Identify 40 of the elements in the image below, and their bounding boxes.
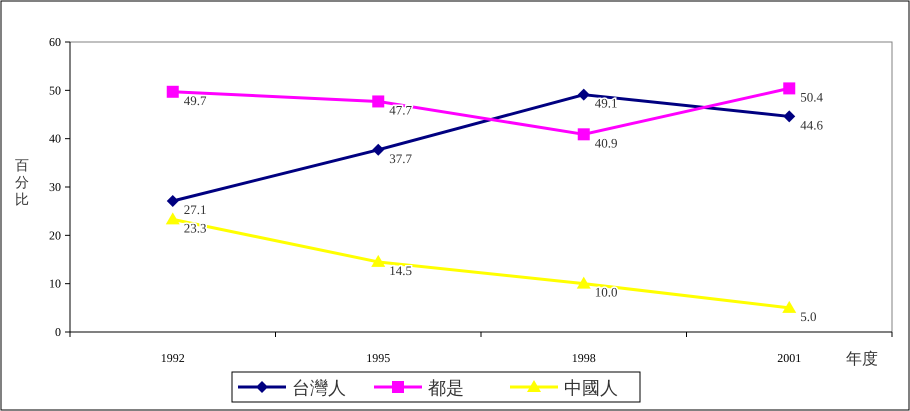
legend-label: 台灣人 — [292, 378, 346, 399]
point — [166, 212, 180, 224]
legend-label: 都是 — [428, 378, 464, 399]
point — [782, 300, 796, 313]
data-label: 49.7 — [184, 92, 207, 108]
point — [371, 254, 386, 267]
x-tick-label: 1995 — [366, 351, 390, 365]
y-tick-label: 10 — [49, 276, 61, 291]
y-tick-label: 50 — [49, 83, 61, 98]
data-label: 44.6 — [800, 117, 824, 132]
point — [576, 276, 591, 289]
x-axis-title: 年度 — [846, 349, 878, 368]
y-tick-label: 0 — [55, 325, 61, 339]
x-tick-label: 2001 — [777, 351, 802, 365]
data-label: 50.4 — [800, 89, 824, 104]
x-tick-label: 1998 — [572, 351, 596, 365]
data-label: 37.7 — [389, 150, 412, 166]
y-tick-label: 20 — [49, 228, 61, 242]
data-label: 49.1 — [594, 96, 618, 111]
point — [166, 86, 179, 98]
point — [783, 82, 796, 94]
legend-label: 中國人 — [564, 378, 618, 399]
y-axis-title: 百分比 — [15, 158, 29, 208]
data-label: 5.0 — [800, 308, 816, 324]
point — [372, 95, 384, 108]
data-label: 47.7 — [389, 102, 412, 118]
data-label: 27.1 — [184, 202, 206, 218]
point — [578, 88, 590, 101]
y-tick-label: 30 — [49, 180, 61, 194]
point — [783, 110, 796, 122]
point — [578, 128, 590, 140]
point — [166, 195, 179, 208]
data-label: 10.0 — [594, 284, 618, 300]
y-tick-label: 40 — [49, 132, 61, 146]
point — [372, 144, 384, 156]
data-label: 14.5 — [389, 262, 412, 278]
x-tick-label: 1992 — [160, 351, 185, 365]
data-label: 40.9 — [594, 135, 618, 150]
data-label: 23.3 — [184, 220, 206, 236]
y-tick-label: 60 — [49, 35, 61, 49]
